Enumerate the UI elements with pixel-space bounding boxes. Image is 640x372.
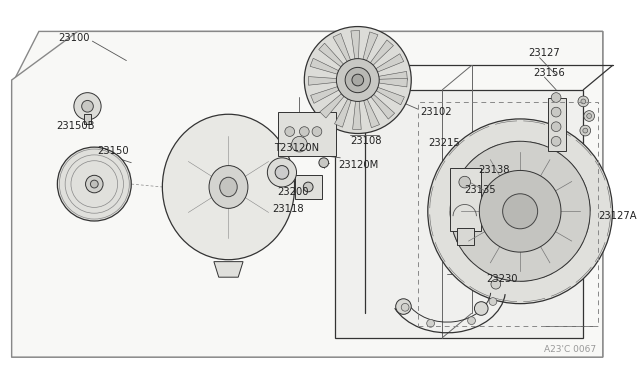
Ellipse shape bbox=[285, 127, 294, 137]
Ellipse shape bbox=[220, 177, 237, 197]
Ellipse shape bbox=[583, 128, 588, 133]
Text: 23135: 23135 bbox=[465, 185, 497, 195]
Ellipse shape bbox=[90, 180, 98, 188]
Polygon shape bbox=[333, 33, 351, 61]
Ellipse shape bbox=[209, 166, 248, 208]
Circle shape bbox=[468, 317, 476, 324]
Bar bbox=[84, 114, 92, 124]
Ellipse shape bbox=[587, 113, 591, 118]
Circle shape bbox=[401, 304, 409, 311]
Circle shape bbox=[474, 302, 488, 315]
Circle shape bbox=[491, 279, 500, 289]
Polygon shape bbox=[376, 54, 404, 72]
Ellipse shape bbox=[551, 122, 561, 132]
Text: 23118: 23118 bbox=[272, 204, 304, 214]
Ellipse shape bbox=[312, 127, 322, 137]
Polygon shape bbox=[335, 99, 351, 127]
Bar bbox=[278, 112, 337, 156]
Ellipse shape bbox=[352, 74, 364, 86]
Polygon shape bbox=[371, 94, 395, 119]
Text: 23150: 23150 bbox=[97, 146, 129, 156]
Text: 23127: 23127 bbox=[528, 48, 559, 58]
Polygon shape bbox=[310, 87, 339, 103]
Ellipse shape bbox=[82, 100, 93, 112]
Ellipse shape bbox=[459, 176, 470, 188]
Ellipse shape bbox=[428, 119, 612, 304]
Polygon shape bbox=[308, 77, 337, 85]
Polygon shape bbox=[214, 262, 243, 277]
Ellipse shape bbox=[304, 26, 412, 134]
Text: 23200: 23200 bbox=[277, 187, 308, 197]
Text: 23138: 23138 bbox=[478, 166, 510, 176]
Polygon shape bbox=[353, 101, 361, 129]
Ellipse shape bbox=[551, 137, 561, 146]
Ellipse shape bbox=[580, 125, 591, 136]
Bar bbox=[450, 167, 481, 231]
Text: 23127A: 23127A bbox=[598, 211, 637, 221]
Bar bbox=[418, 102, 598, 326]
Polygon shape bbox=[379, 71, 408, 80]
Bar bbox=[548, 97, 566, 151]
Bar bbox=[457, 228, 474, 245]
Polygon shape bbox=[364, 99, 380, 128]
Circle shape bbox=[396, 299, 412, 314]
Ellipse shape bbox=[163, 114, 294, 260]
Ellipse shape bbox=[74, 93, 101, 120]
Text: 23230: 23230 bbox=[486, 274, 518, 284]
Polygon shape bbox=[320, 94, 344, 118]
Ellipse shape bbox=[303, 182, 313, 192]
Ellipse shape bbox=[551, 107, 561, 117]
Polygon shape bbox=[351, 31, 360, 59]
Polygon shape bbox=[376, 87, 404, 105]
Ellipse shape bbox=[300, 127, 309, 137]
Bar bbox=[335, 90, 583, 338]
Ellipse shape bbox=[450, 141, 590, 281]
Text: A23'C 0067: A23'C 0067 bbox=[545, 345, 596, 354]
Text: T23120N: T23120N bbox=[274, 143, 319, 153]
Polygon shape bbox=[363, 32, 378, 61]
Polygon shape bbox=[379, 78, 407, 87]
Polygon shape bbox=[319, 43, 344, 67]
Ellipse shape bbox=[337, 59, 379, 102]
Ellipse shape bbox=[551, 93, 561, 102]
Text: 23215: 23215 bbox=[428, 138, 460, 148]
Text: 23108: 23108 bbox=[350, 136, 381, 146]
Ellipse shape bbox=[268, 158, 296, 187]
Ellipse shape bbox=[275, 166, 289, 179]
Ellipse shape bbox=[345, 67, 371, 93]
Circle shape bbox=[319, 158, 328, 167]
Polygon shape bbox=[371, 40, 394, 65]
Text: 23102: 23102 bbox=[420, 107, 452, 117]
Circle shape bbox=[427, 320, 435, 327]
Text: 23120M: 23120M bbox=[339, 160, 379, 170]
Ellipse shape bbox=[479, 170, 561, 252]
Ellipse shape bbox=[86, 175, 103, 193]
Ellipse shape bbox=[58, 147, 131, 221]
Circle shape bbox=[489, 298, 497, 305]
Polygon shape bbox=[294, 175, 322, 199]
Polygon shape bbox=[12, 31, 603, 357]
Polygon shape bbox=[310, 58, 339, 74]
Text: 23156: 23156 bbox=[532, 68, 564, 78]
Ellipse shape bbox=[292, 137, 307, 152]
Text: 23150B: 23150B bbox=[56, 121, 95, 131]
Ellipse shape bbox=[578, 96, 589, 107]
Text: 23100: 23100 bbox=[58, 33, 90, 43]
Ellipse shape bbox=[584, 110, 595, 121]
Ellipse shape bbox=[581, 99, 586, 104]
Ellipse shape bbox=[502, 194, 538, 229]
Polygon shape bbox=[12, 31, 603, 357]
